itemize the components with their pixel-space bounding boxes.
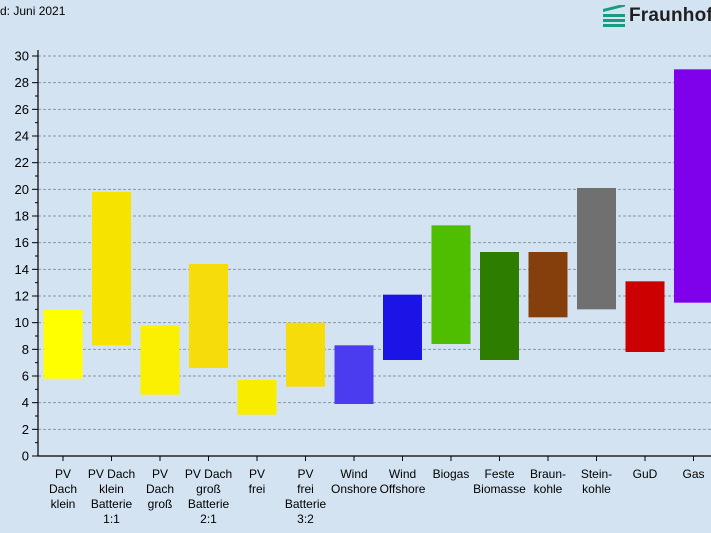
category-label-line: Biogas — [433, 467, 470, 481]
category-label-line: Braun- — [530, 467, 566, 481]
category-label-line: Wind — [340, 467, 367, 481]
category-label-line: PV Dach — [185, 467, 232, 481]
y-tick-label: 26 — [15, 102, 29, 117]
y-tick-label: 10 — [15, 315, 29, 330]
category-label-line: Onshore — [331, 482, 377, 496]
category-label-line: PV Dach — [88, 467, 135, 481]
category-label-line: PV — [249, 467, 265, 481]
y-tick-label: 12 — [15, 289, 29, 304]
y-tick-label: 0 — [22, 449, 29, 464]
category-label-line: Offshore — [380, 482, 426, 496]
category-label: Wind Offshore — [380, 467, 426, 496]
category-label-line: Batterie — [285, 497, 327, 511]
category-label: Stein-kohle — [581, 467, 612, 496]
y-tick-label: 20 — [15, 182, 29, 197]
y-tick-label: 30 — [15, 49, 29, 64]
range-bar — [431, 225, 471, 344]
category-label-line: PV — [297, 467, 313, 481]
category-label-line: groß — [196, 482, 221, 496]
bars — [43, 69, 711, 415]
category-label: Biogas — [433, 467, 470, 481]
category-label-line: Gas — [682, 467, 704, 481]
category-label: PV Dach klein — [49, 467, 77, 511]
category-label: PV Dach klein Batterie 1:1 — [88, 467, 135, 526]
y-tick-label: 6 — [22, 369, 29, 384]
y-tick-label: 8 — [22, 342, 29, 357]
category-label: PV frei Batterie 3:2 — [285, 467, 327, 526]
category-label-line: groß — [148, 497, 173, 511]
category-label-line: PV — [55, 467, 71, 481]
category-label-line: 2:1 — [200, 512, 217, 526]
logo-text: Fraunhof — [629, 5, 711, 26]
range-bar — [577, 188, 616, 310]
range-bar — [383, 294, 422, 360]
range-bar — [286, 322, 325, 387]
fraunhofer-logo-icon — [603, 5, 625, 27]
category-label-line: PV — [152, 467, 168, 481]
range-bar — [334, 345, 374, 404]
range-bar — [43, 309, 83, 379]
category-label-line: 3:2 — [297, 512, 314, 526]
category-label-line: Batterie — [188, 497, 230, 511]
category-label-line: Wind — [389, 467, 416, 481]
category-label-line: Batterie — [91, 497, 133, 511]
range-bar — [528, 252, 568, 318]
y-tick-label: 14 — [15, 262, 29, 277]
category-label-line: Dach — [49, 482, 77, 496]
y-tick-label: 16 — [15, 235, 29, 250]
category-label: PV frei — [249, 467, 266, 496]
range-bar — [189, 264, 228, 368]
category-label-line: Biomasse — [473, 482, 526, 496]
category-label: Braun-kohle — [530, 467, 566, 496]
range-bar — [140, 325, 180, 395]
range-bar — [674, 69, 711, 303]
category-label-line: frei — [249, 482, 266, 496]
category-label: Wind Onshore — [331, 467, 377, 496]
category-label: GuD — [633, 467, 658, 481]
y-tick-label: 22 — [15, 155, 29, 170]
range-bar — [625, 281, 665, 352]
category-label: Gas — [682, 467, 704, 481]
category-label-line: 1:1 — [103, 512, 120, 526]
category-label-line: Stein- — [581, 467, 612, 481]
category-label-line: kohle — [534, 482, 563, 496]
y-tick-label: 24 — [15, 129, 29, 144]
category-label-line: frei — [297, 482, 314, 496]
fraunhofer-logo: Fraunhof — [603, 5, 711, 27]
range-bar — [237, 380, 277, 415]
category-label-line: Dach — [146, 482, 174, 496]
category-label: Feste Biomasse — [473, 467, 526, 496]
category-label-line: kohle — [582, 482, 611, 496]
category-label-line: klein — [51, 497, 76, 511]
category-label-line: GuD — [633, 467, 658, 481]
source-note: d: Juni 2021 — [0, 4, 66, 18]
category-label: PV Dach groß Batterie 2:1 — [185, 467, 232, 526]
category-label-line: klein — [99, 482, 124, 496]
range-bar — [480, 252, 519, 360]
y-tick-label: 4 — [22, 395, 29, 410]
category-label: PV Dach groß — [146, 467, 174, 511]
range-bar — [92, 192, 131, 346]
y-tick-label: 18 — [15, 209, 29, 224]
category-label-line: Feste — [484, 467, 514, 481]
y-tick-label: 28 — [15, 75, 29, 90]
y-tick-label: 2 — [22, 422, 29, 437]
